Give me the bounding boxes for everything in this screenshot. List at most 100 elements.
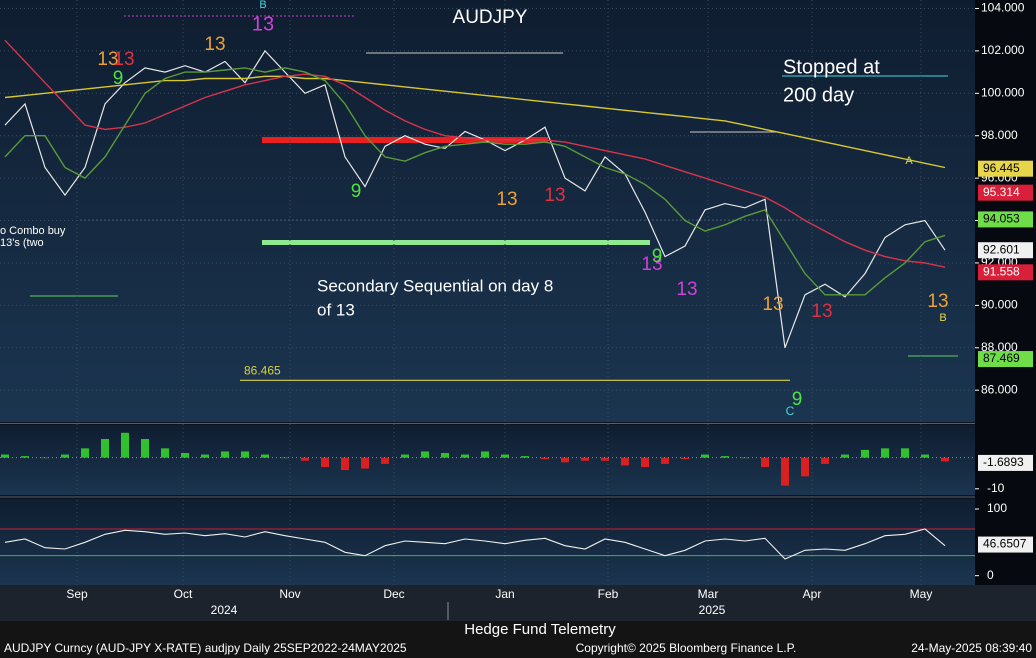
histogram-bar [901,448,909,458]
x-tick-label: May [910,587,933,601]
annotation: A [905,155,913,167]
annotation: Stopped at [783,56,880,78]
annotation: 9 [792,389,803,410]
price-line [4,49,946,349]
histogram-bar [641,457,649,467]
annotation: of 13 [317,300,355,319]
last-value-box [978,242,1033,259]
histogram-bar [241,451,249,458]
last-value-label: 92.601 [983,242,1020,256]
footer-left: AUDJPY Curncy (AUD-JPY X-RATE) audjpy Da… [4,641,407,655]
histogram-bar [661,457,669,464]
histogram-bar [461,454,469,458]
level-label: 86.465 [244,364,281,378]
histogram-bar [941,457,949,462]
histogram-bar [721,456,729,458]
last-value-box [978,351,1033,368]
histogram-bar [821,457,829,464]
price-panel [0,0,975,422]
histogram-bar [621,457,629,466]
tdst-level [262,137,548,143]
histogram-bar [1,454,9,458]
annotation: 200 day [783,84,854,106]
histogram-bar [261,454,269,458]
last-value-label: 46.6507 [983,537,1027,551]
last-value-label: 91.558 [983,264,1020,278]
moving-average [4,67,946,296]
y-tick-label: 104.000 [981,1,1025,15]
histogram-bar [401,454,409,458]
annotation: 13 [762,294,783,315]
histogram-bar [281,457,289,459]
annotation: 9 [351,181,362,202]
x-tick-label: Jan [495,587,514,601]
y-tick-label: 86.000 [981,382,1018,396]
histogram-bar [441,453,449,458]
annotation: 9 [113,68,124,89]
x-tick-label: Mar [698,587,719,601]
annotation: 13's (two [0,237,44,249]
annotation: B [259,0,266,11]
y-tick-label: 100.000 [981,85,1025,99]
last-value-label: 87.469 [983,351,1020,365]
histogram-bar [861,449,869,458]
last-value-label: 95.314 [983,185,1020,199]
last-value-box [978,160,1033,177]
annotation: o Combo buy [0,225,66,237]
histogram-bar [121,432,129,458]
rsi-panel [0,499,975,585]
histogram-bar [781,457,789,486]
histogram-bar [741,457,749,459]
y-tick-label: 0 [987,568,994,582]
last-value-label: 96.445 [983,161,1020,175]
histogram-bar [141,439,149,458]
histogram-bar [321,457,329,467]
annotation: 13 [641,254,662,275]
last-value-label: 94.053 [983,212,1020,226]
histogram-bar [81,448,89,458]
x-tick-label: Nov [279,587,300,601]
y-tick-label: 98.000 [981,128,1018,142]
histogram-bar [701,454,709,458]
histogram-bar [181,453,189,458]
last-value-label: -1.6893 [983,455,1024,469]
last-value-box [978,536,1033,553]
annotation: 13 [97,49,118,70]
y-tick-label: 102.000 [981,43,1025,57]
histogram-bar [921,454,929,458]
x-axis-band [0,585,1036,621]
annotation: 13 [252,13,274,35]
y-tick-label: 88.000 [981,340,1018,354]
histogram-bar [341,457,349,471]
histogram-bar [801,457,809,477]
histogram-bar [481,451,489,458]
last-value-box [978,211,1033,228]
footer-title: Hedge Fund Telemetry [464,621,616,638]
y-tick-label: -10 [987,481,1005,495]
x-tick-label: Oct [174,587,193,601]
histogram-bar [561,457,569,463]
histogram-bar [881,448,889,458]
histogram-bar [841,454,849,458]
tdst-level [262,240,650,245]
right-axis [975,0,1036,585]
moving-average [4,39,946,268]
annotation: C [786,404,795,418]
histogram-bar [361,457,369,469]
y-tick-label: 90.000 [981,298,1018,312]
histogram-bar [301,457,309,461]
y-tick-label: 100 [987,501,1007,515]
footer-right: 24-May-2025 08:39:40 [911,641,1032,655]
histogram-bar [541,457,549,460]
annotation: 13 [544,185,565,206]
histogram-bar [421,451,429,458]
last-value-box [978,184,1033,201]
annotation: Secondary Sequential on day 8 [317,276,553,295]
annotation: B [939,312,946,324]
histogram-bar [601,457,609,461]
annotation: 9 [652,246,663,267]
histogram-bar [221,451,229,458]
x-tick-label: Sep [66,587,88,601]
annotation: 13 [204,34,225,55]
